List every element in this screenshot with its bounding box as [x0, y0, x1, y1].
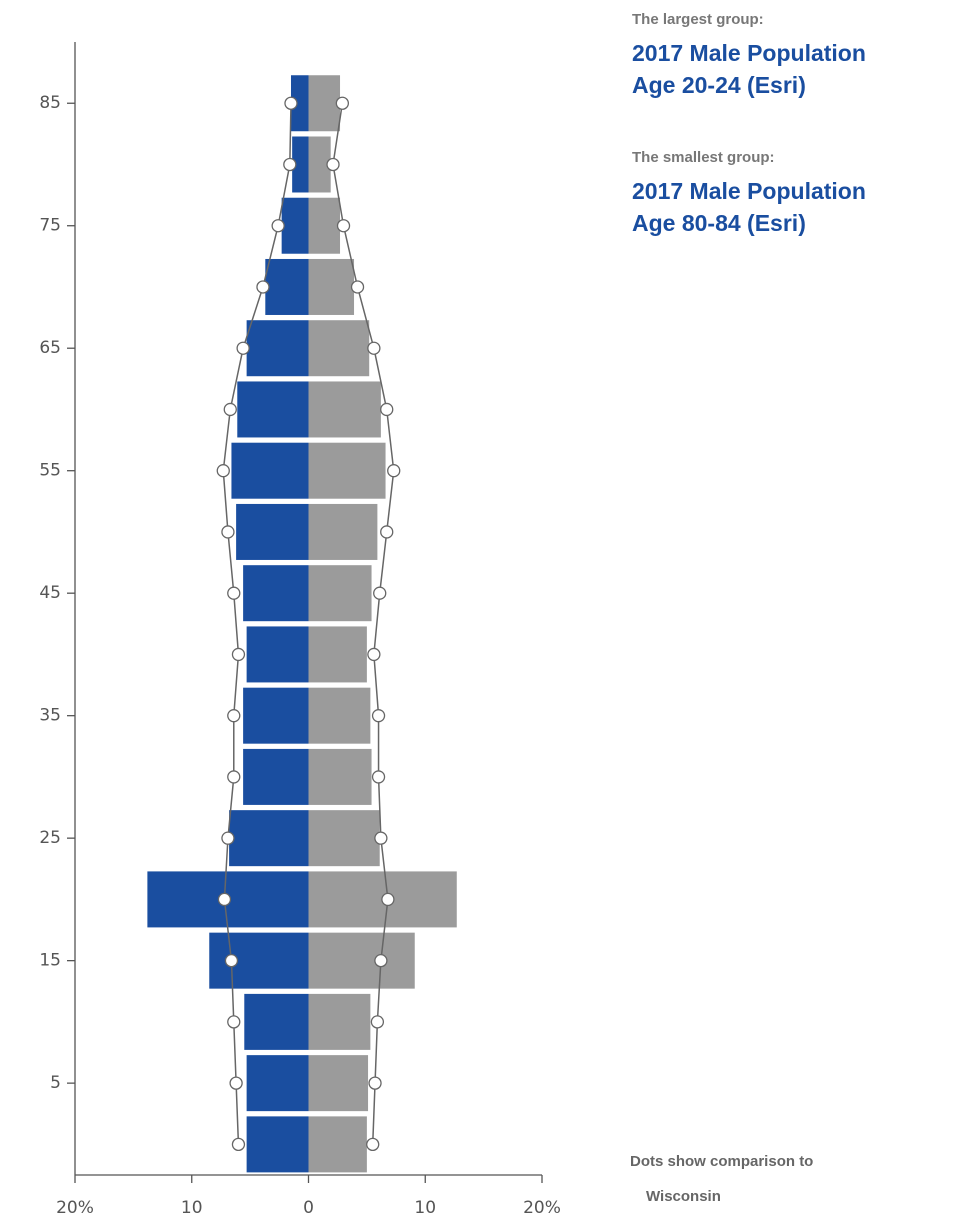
comparison-dot: [221, 831, 235, 845]
comparison-dot: [374, 953, 388, 968]
comparison-dot: [227, 709, 241, 723]
comparison-dot: [370, 1015, 385, 1029]
bar: [243, 565, 309, 622]
y-tick-label: 45: [39, 583, 61, 603]
comparison-dot: [336, 219, 351, 233]
annotation-text: 2017 Male Population: [632, 178, 866, 204]
bar: [308, 320, 370, 377]
comparison-dot: [223, 402, 237, 417]
bar: [308, 442, 386, 499]
comparison-dot: [284, 96, 298, 110]
y-tick-label: 75: [39, 216, 61, 236]
x-tick-label: 10: [414, 1198, 436, 1218]
bar: [292, 136, 309, 193]
bar: [237, 381, 309, 438]
annotation-heading: The largest group:: [632, 11, 764, 28]
y-tick-label: 5: [50, 1073, 61, 1093]
comparison-dot: [367, 341, 381, 355]
bar: [243, 687, 309, 744]
comparison-dot: [236, 341, 250, 355]
annotation-text: Age 20-24 (Esri): [632, 72, 806, 98]
footnote: Wisconsin: [646, 1188, 721, 1205]
bar: [246, 626, 309, 683]
y-tick-label: 25: [39, 828, 61, 848]
bar: [308, 503, 378, 560]
comparison-dot: [231, 1137, 246, 1152]
bar: [308, 75, 341, 132]
comparison-dot: [229, 1076, 243, 1090]
bar: [308, 932, 415, 989]
comparison-dot: [374, 831, 388, 845]
bar: [308, 1055, 369, 1112]
comparison-dot: [367, 647, 381, 662]
comparison-dot: [227, 770, 241, 784]
bar: [308, 136, 331, 193]
bar: [308, 1116, 367, 1173]
annotation-text: Age 80-84 (Esri): [632, 210, 806, 236]
comparison-dot: [227, 586, 241, 600]
y-tick-label: 15: [39, 951, 61, 971]
bar: [244, 993, 309, 1050]
x-tick-label: 0: [303, 1198, 314, 1218]
bar: [246, 1116, 309, 1173]
bar: [209, 932, 309, 989]
bar: [308, 197, 341, 254]
bar: [308, 626, 367, 683]
bar: [246, 1055, 309, 1112]
comparison-line: [222, 103, 292, 1145]
bar: [308, 565, 372, 622]
bar: [308, 748, 372, 805]
comparison-dot: [224, 953, 239, 968]
comparison-dot: [271, 219, 285, 233]
comparison-dot: [371, 709, 386, 723]
bar: [308, 993, 371, 1050]
bar: [236, 503, 309, 560]
comparison-dot: [231, 647, 246, 662]
bar: [243, 748, 309, 805]
footnote: Dots show comparison to: [630, 1153, 813, 1170]
annotation-text: 2017 Male Population: [632, 40, 866, 66]
comparison-dot: [373, 586, 387, 600]
y-tick-label: 85: [39, 93, 61, 113]
comparison-dot: [227, 1015, 241, 1029]
comparison-dot: [380, 402, 394, 417]
comparison-dot: [217, 892, 232, 907]
bar: [246, 320, 309, 377]
bar: [308, 258, 355, 315]
comparison-dot: [381, 892, 395, 907]
comparison-dot: [380, 525, 394, 539]
x-tick-label: 20%: [523, 1198, 561, 1218]
bar: [308, 810, 380, 867]
comparison-dot: [368, 1076, 382, 1090]
bar: [281, 197, 309, 254]
y-tick-label: 55: [39, 461, 61, 481]
comparison-dot: [256, 280, 270, 294]
annotation-heading: The smallest group:: [632, 149, 775, 166]
y-tick-label: 65: [39, 338, 61, 358]
comparison-dot: [326, 157, 340, 172]
bar: [290, 75, 309, 132]
comparison-dot: [350, 280, 365, 294]
bar: [308, 381, 381, 438]
bar: [231, 442, 309, 499]
comparison-dot: [366, 1137, 380, 1152]
comparison-dot: [216, 464, 230, 478]
comparison-dot: [387, 464, 401, 478]
bar: [265, 258, 309, 315]
bar: [229, 810, 309, 867]
comparison-line: [332, 103, 395, 1145]
comparison-dot: [371, 770, 386, 784]
comparison-dot: [221, 525, 235, 539]
x-tick-label: 10: [181, 1198, 203, 1218]
comparison-dot: [335, 96, 350, 110]
y-tick-label: 35: [39, 706, 61, 726]
comparison-dot: [283, 157, 297, 172]
bar: [308, 687, 371, 744]
x-tick-label: 20%: [56, 1198, 94, 1218]
